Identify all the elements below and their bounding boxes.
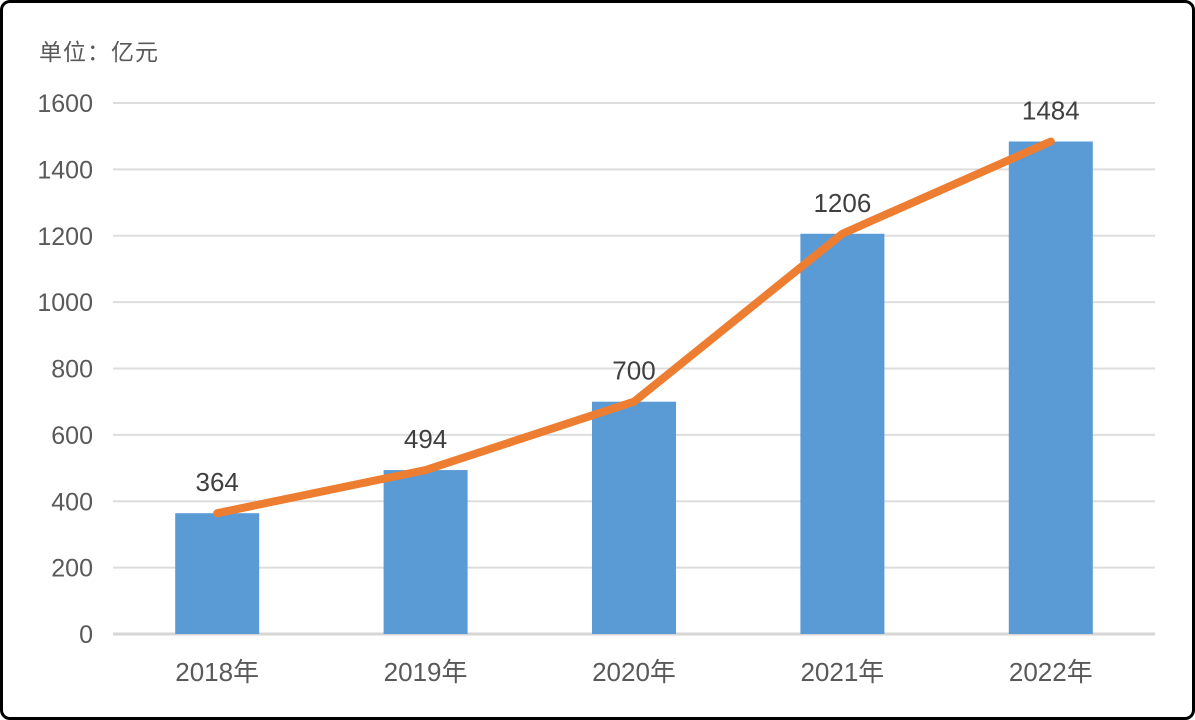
- data-label: 494: [404, 424, 447, 454]
- y-tick-label: 1000: [37, 289, 93, 317]
- bar-2020年: [592, 401, 676, 634]
- bar-2022年: [1008, 141, 1093, 634]
- y-tick-label: 800: [51, 356, 93, 384]
- combo-bar-line-chart: 0 200 400 600 800 1000 1200 1400 1600 364 494 700 12…: [37, 90, 1155, 687]
- trend-line: [213, 137, 1055, 518]
- x-tick-label: 2022年: [1009, 657, 1093, 687]
- x-tick-label: 2019年: [384, 657, 468, 687]
- y-tick-label: 600: [51, 422, 93, 450]
- x-tick-label: 2021年: [800, 657, 884, 687]
- data-label: 700: [612, 356, 655, 386]
- bar-2021年: [800, 233, 885, 635]
- y-tick-label: 1600: [37, 90, 93, 118]
- y-tick-label: 0: [79, 621, 93, 649]
- data-label: 1484: [1022, 95, 1080, 125]
- data-label: 364: [196, 467, 239, 497]
- y-tick-label: 1200: [37, 223, 93, 251]
- bar-2019年: [383, 470, 468, 634]
- x-tick-label: 2018年: [175, 657, 259, 687]
- bar-2018年: [175, 513, 260, 634]
- unit-label: 单位：亿元: [39, 39, 159, 65]
- y-tick-label: 400: [51, 488, 93, 516]
- y-tick-label: 200: [51, 555, 93, 583]
- x-tick-label: 2020年: [592, 657, 676, 687]
- data-label: 1206: [813, 188, 871, 218]
- y-tick-label: 1400: [37, 156, 93, 184]
